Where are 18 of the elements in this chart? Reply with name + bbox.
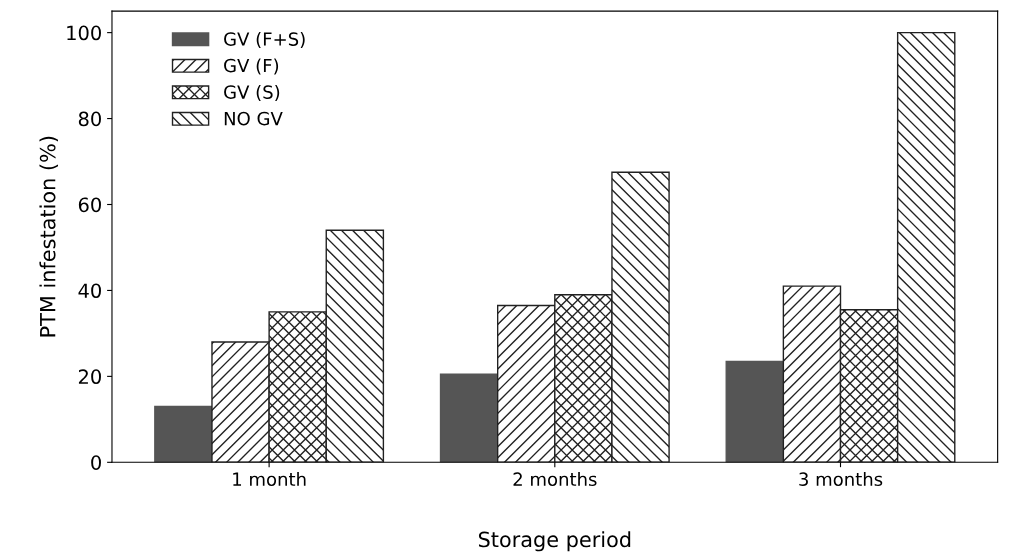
y-tick-label: 60 bbox=[78, 197, 101, 213]
y-tick-label: 80 bbox=[78, 111, 101, 127]
bar bbox=[725, 360, 785, 463]
legend-label: GV (F+S) bbox=[224, 31, 305, 48]
bar bbox=[439, 373, 499, 463]
legend-label: GV (S) bbox=[224, 84, 280, 102]
x-axis-title: Storage period bbox=[478, 531, 631, 552]
y-axis-title: PTM infestation (%) bbox=[39, 136, 58, 337]
y-tick-label: 100 bbox=[67, 25, 101, 41]
x-tick-label: 2 months bbox=[513, 472, 597, 487]
legend-label: GV (F) bbox=[224, 58, 279, 75]
bar bbox=[154, 405, 213, 463]
y-tick-label: 0 bbox=[91, 455, 101, 470]
y-tick-label: 40 bbox=[78, 283, 101, 299]
y-tick-label: 20 bbox=[78, 369, 101, 385]
legend-label: NO GV bbox=[224, 111, 283, 126]
x-tick-label: 1 month bbox=[233, 472, 306, 487]
x-tick-label: 3 months bbox=[799, 472, 883, 487]
